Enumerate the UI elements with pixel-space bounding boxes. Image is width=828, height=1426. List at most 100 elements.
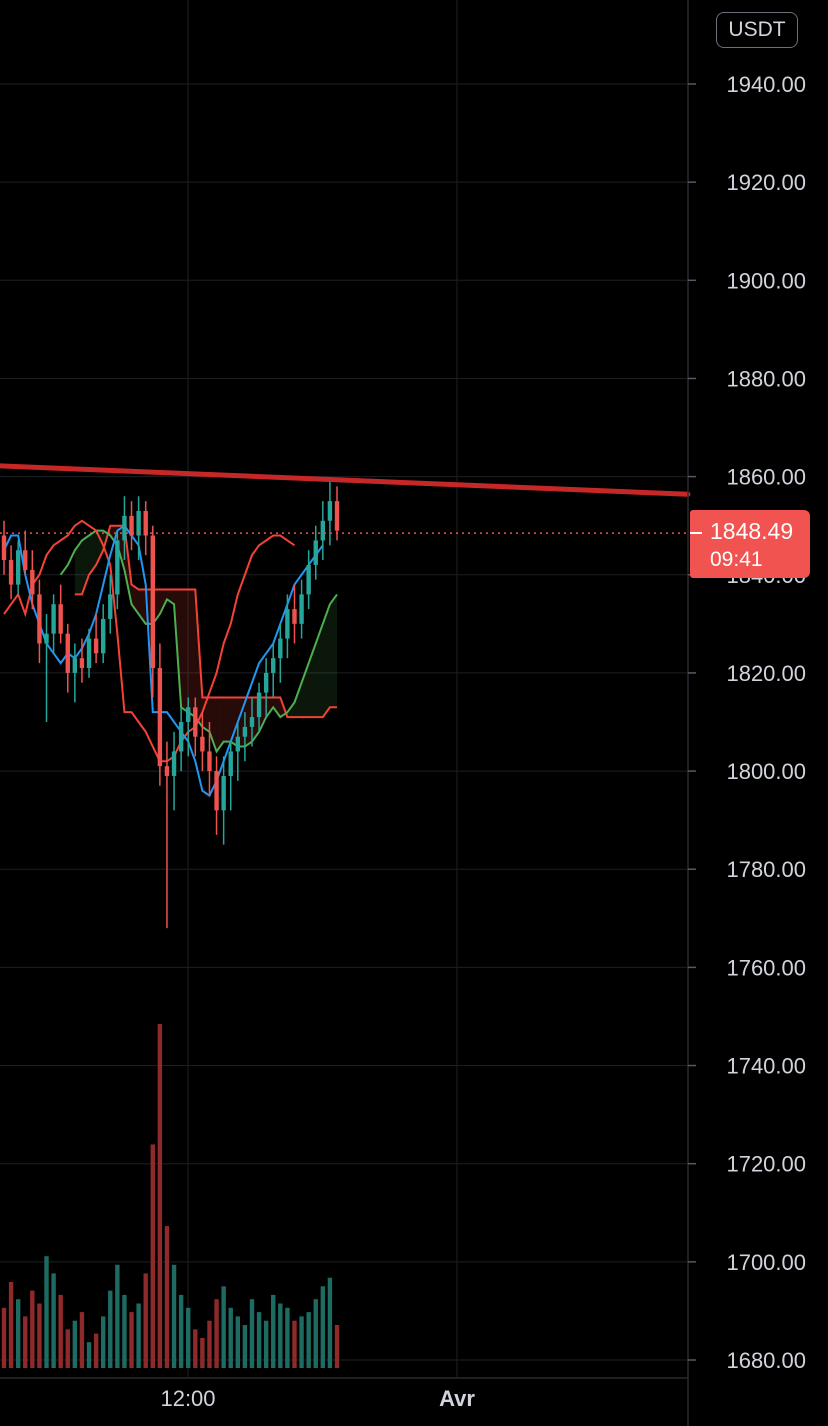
candle-body [65, 633, 70, 673]
volume-bar [327, 1277, 333, 1368]
volume-bar [334, 1325, 340, 1368]
volume-bar [178, 1294, 184, 1368]
candle-body [313, 540, 318, 565]
price-axis[interactable]: 1940.001920.001900.001880.001860.001840.… [687, 0, 806, 1426]
price-tick-label: 1680.00 [726, 1348, 806, 1373]
volume-bar [93, 1333, 99, 1368]
time-axis[interactable]: 12:00 Avr [160, 1386, 475, 1411]
cloud-segment [315, 623, 323, 718]
price-tick-label: 1880.00 [726, 366, 806, 391]
candle-body [320, 520, 326, 541]
candle-body [30, 569, 35, 595]
candle-body [23, 550, 28, 570]
volume-bar [51, 1273, 56, 1368]
price-tick-label: 1920.00 [726, 170, 806, 195]
volume-bar [58, 1294, 63, 1368]
volume-bar [108, 1290, 113, 1368]
volume-bar [278, 1303, 283, 1368]
candle-body [327, 501, 333, 521]
candle-body [37, 594, 42, 644]
candle-body [143, 510, 148, 536]
candle-body [263, 672, 269, 693]
candle-body [186, 707, 191, 722]
conversion-line [3, 519, 296, 763]
cloud-segment [266, 697, 274, 718]
candle-body [235, 736, 241, 752]
candle-countdown: 09:41 [710, 548, 763, 571]
volume-bar [30, 1290, 35, 1368]
price-tick-label: 1780.00 [726, 857, 806, 882]
volume-bar [193, 1329, 198, 1368]
candle-body [79, 658, 85, 669]
resistance-trendline[interactable] [0, 463, 691, 497]
current-price-value: 1848.49 [710, 518, 794, 544]
currency-badge[interactable]: USDT [716, 12, 798, 48]
volume-bar [122, 1294, 127, 1368]
cloud-segment [89, 530, 97, 575]
candle-body [72, 658, 78, 673]
candle-body [136, 510, 141, 536]
base-line [3, 524, 324, 798]
candle-body [8, 560, 14, 585]
time-tick-label: Avr [439, 1386, 475, 1411]
volume-bar [299, 1316, 304, 1368]
cloud-segment [81, 535, 90, 595]
cloud-segment [188, 589, 196, 718]
volume-bar [136, 1303, 141, 1368]
candle-body [221, 775, 226, 811]
price-tick-label: 1740.00 [726, 1054, 806, 1079]
candle-body [115, 540, 120, 595]
volume-bar [100, 1316, 106, 1368]
candle-body [171, 751, 177, 776]
candle-body [157, 668, 163, 767]
price-tick-label: 1700.00 [726, 1250, 806, 1275]
time-tick-label: 12:00 [160, 1386, 215, 1411]
volume-bar [143, 1273, 148, 1368]
candle-body [256, 692, 262, 718]
candle-body [285, 609, 290, 639]
price-tick-label: 1720.00 [726, 1152, 806, 1177]
ichimoku-lines [3, 519, 338, 798]
volume-bar [271, 1294, 276, 1368]
volume-bar [44, 1256, 49, 1368]
cloud-segment [322, 604, 330, 718]
cloud-segment [223, 697, 231, 742]
candle-body [58, 604, 63, 634]
volume-bar [115, 1264, 120, 1368]
volume-bars [1, 1024, 340, 1368]
price-tick-label: 1900.00 [726, 268, 806, 293]
volume-bar [86, 1342, 92, 1368]
candle-body [178, 722, 184, 752]
volume-bar [23, 1316, 28, 1368]
candle-body [249, 717, 255, 727]
price-tick-label: 1820.00 [726, 661, 806, 686]
price-tick-label: 1940.00 [726, 72, 806, 97]
candle-body [108, 594, 113, 619]
candle-body [306, 564, 311, 595]
candle-body [271, 658, 276, 673]
price-tag-dash [690, 532, 702, 534]
volume-bar [214, 1299, 219, 1368]
cloud-segment [216, 697, 224, 752]
price-tick-label: 1760.00 [726, 955, 806, 980]
candle-body [44, 633, 49, 644]
cloud-segment [294, 682, 302, 718]
candle-body [299, 594, 304, 624]
candle-body [200, 736, 205, 752]
candle-body [100, 618, 106, 654]
volume-bar [37, 1303, 42, 1368]
volume-bar [1, 1307, 7, 1368]
cloud-segment [308, 643, 316, 718]
volume-bar [221, 1286, 226, 1368]
volume-bar [313, 1299, 318, 1368]
cloud-segment [181, 589, 189, 713]
leading-span-b-line [74, 524, 337, 719]
cloud-segment [273, 697, 281, 718]
candle-body [228, 751, 233, 776]
volume-bar [207, 1320, 212, 1368]
volume-bar [200, 1337, 205, 1368]
volume-bar [285, 1307, 290, 1368]
volume-bar [242, 1325, 248, 1368]
volume-bar [249, 1299, 255, 1368]
